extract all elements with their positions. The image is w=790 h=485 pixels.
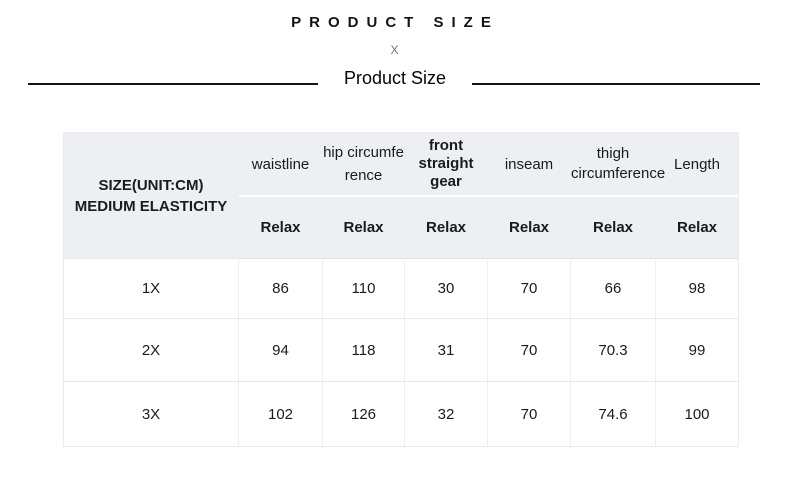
column-header-hip-circumference: hip circumference [323, 133, 405, 197]
table-row-3x: 3X 102 126 32 70 74.6 100 [64, 382, 738, 446]
column-header-length: Length [656, 133, 738, 197]
value-cell: 32 [405, 382, 488, 446]
value-cell: 126 [323, 382, 405, 446]
x-divider-mark: X [390, 43, 400, 57]
page-title: PRODUCT SIZE [291, 14, 499, 31]
size-cell: 3X [64, 382, 239, 446]
value-cell: 70 [488, 259, 571, 319]
value-cell: 31 [405, 319, 488, 382]
value-cell: 118 [323, 319, 405, 382]
table-row-1x: 1X 86 110 30 70 66 98 [64, 259, 738, 319]
fit-cell-inseam: Relax [488, 197, 571, 259]
value-cell: 102 [239, 382, 323, 446]
value-cell: 74.6 [571, 382, 656, 446]
value-cell: 86 [239, 259, 323, 319]
left-divider-line [28, 83, 318, 85]
fit-cell-front: Relax [405, 197, 488, 259]
value-cell: 70.3 [571, 319, 656, 382]
column-header-inseam: inseam [488, 133, 571, 197]
right-divider-line [472, 83, 760, 85]
fit-cell-waistline: Relax [239, 197, 323, 259]
section-title: Product Size [343, 68, 447, 88]
fit-row: Relax Relax Relax Relax Relax Relax [64, 197, 738, 259]
column-header-waistline: waistline [239, 133, 323, 197]
size-cell: 1X [64, 259, 239, 319]
value-cell: 70 [488, 319, 571, 382]
column-header-front-straight-gear: front straight gear [405, 133, 488, 197]
column-header-thigh-circumference: thigh circumference [571, 133, 665, 197]
size-table: SIZE(UNIT:CM) MEDIUM ELASTICITY waistlin… [63, 132, 739, 447]
fit-cell-thigh: Relax [571, 197, 656, 259]
size-cell: 2X [64, 319, 239, 382]
value-cell: 98 [656, 259, 738, 319]
value-cell: 70 [488, 382, 571, 446]
value-cell: 94 [239, 319, 323, 382]
fit-cell-hip: Relax [323, 197, 405, 259]
value-cell: 99 [656, 319, 738, 382]
table-row-2x: 2X 94 118 31 70 70.3 99 [64, 319, 738, 382]
column-header-row: SIZE(UNIT:CM) MEDIUM ELASTICITY waistlin… [64, 133, 738, 259]
size-unit-header: SIZE(UNIT:CM) MEDIUM ELASTICITY [64, 133, 239, 259]
value-cell: 30 [405, 259, 488, 319]
value-cell: 66 [571, 259, 656, 319]
size-unit-line1: SIZE(UNIT:CM) [98, 176, 204, 194]
size-unit-line2: MEDIUM ELASTICITY [74, 197, 228, 215]
value-cell: 100 [684, 405, 710, 423]
value-cell: 110 [323, 259, 405, 319]
fit-cell-length: Relax [656, 197, 738, 259]
